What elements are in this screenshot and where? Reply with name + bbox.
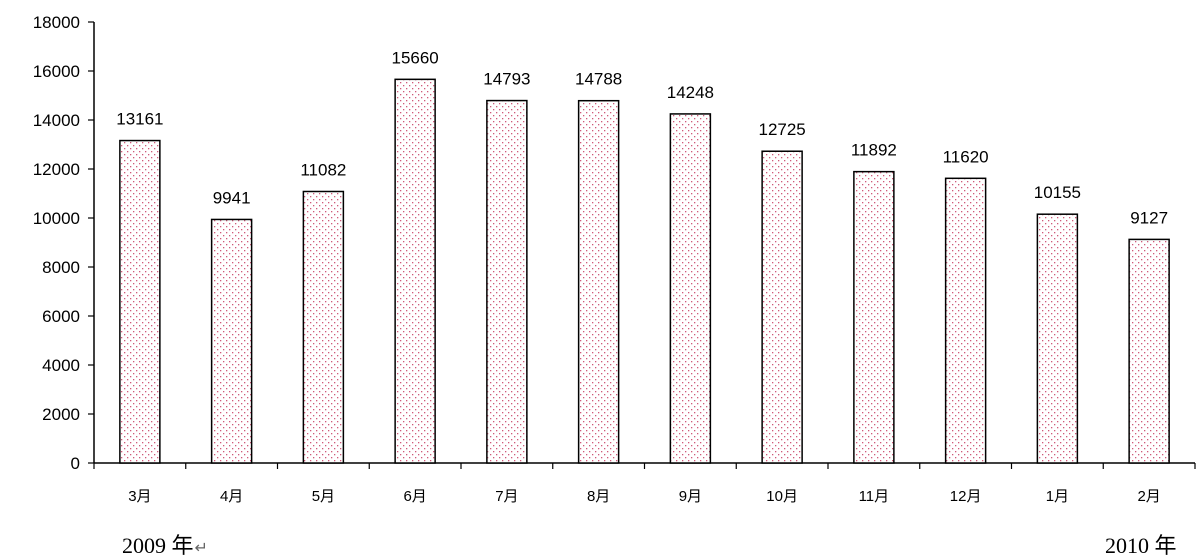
bar <box>1036 213 1079 464</box>
bar <box>577 99 620 464</box>
x-tick-labels: 3月 4月 5月 6月 7月 8月 9月 10月 11月 12月 1月 2月 <box>128 488 1161 505</box>
x-tick-label: 3月 <box>128 488 151 505</box>
return-mark-icon: ↵ <box>194 538 208 557</box>
y-tick-label: 4000 <box>42 356 80 375</box>
axes <box>88 21 1196 469</box>
y-tick-label: 0 <box>71 454 80 473</box>
data-label: 13161 <box>116 110 163 129</box>
data-labels: 13161 9941 11082 15660 14793 14788 14248 12725 1… <box>116 48 1168 227</box>
x-tick-label: 5月 <box>312 488 335 505</box>
x-tick-label: 1月 <box>1046 488 1069 505</box>
data-label: 14788 <box>575 70 622 89</box>
data-label: 11082 <box>300 160 346 179</box>
data-label: 12725 <box>758 120 805 139</box>
x-tick-label: 9月 <box>679 488 702 505</box>
x-tick-label: 2月 <box>1137 488 1160 505</box>
data-label: 14793 <box>483 70 530 89</box>
y-tick-label: 2000 <box>42 405 80 424</box>
year-label-2010: 2010 年 <box>1105 528 1177 560</box>
x-tick-label: 12月 <box>950 488 982 505</box>
y-tick-label: 10000 <box>33 209 80 228</box>
x-tick-label: 4月 <box>220 488 243 505</box>
y-tick-label: 16000 <box>33 62 80 81</box>
bars <box>119 78 1170 464</box>
bar <box>853 170 895 464</box>
year-label-2010-text: 2010 年 <box>1105 533 1177 558</box>
data-label: 9127 <box>1130 208 1168 227</box>
y-tick-label: 12000 <box>33 160 80 179</box>
bar <box>1128 238 1170 464</box>
bar <box>302 190 345 464</box>
x-tick-label: 7月 <box>495 488 518 505</box>
bar <box>119 139 161 464</box>
year-label-2009: 2009 年↵ <box>122 528 208 560</box>
data-label: 15660 <box>391 48 438 67</box>
data-label: 11620 <box>943 147 989 166</box>
bar <box>944 177 987 464</box>
bar <box>669 113 712 464</box>
x-tick-label: 11月 <box>859 488 890 505</box>
data-label: 11892 <box>851 141 897 160</box>
bar <box>394 78 436 464</box>
y-tick-label: 8000 <box>42 258 80 277</box>
bar <box>761 150 803 464</box>
y-tick-labels: 0 2000 4000 6000 8000 10000 12000 14000 16000 180… <box>33 13 80 473</box>
data-label: 10155 <box>1034 183 1081 202</box>
y-tick-label: 6000 <box>42 307 80 326</box>
year-label-2009-text: 2009 年 <box>122 533 194 558</box>
x-tick-label: 8月 <box>587 488 610 505</box>
bar <box>486 99 528 464</box>
y-tick-label: 14000 <box>33 111 80 130</box>
x-tick-label: 10月 <box>766 488 798 505</box>
data-label: 14248 <box>667 83 714 102</box>
x-tick-label: 6月 <box>403 488 426 505</box>
y-tick-label: 18000 <box>33 13 80 32</box>
bar <box>210 218 253 464</box>
data-label: 9941 <box>213 188 251 207</box>
